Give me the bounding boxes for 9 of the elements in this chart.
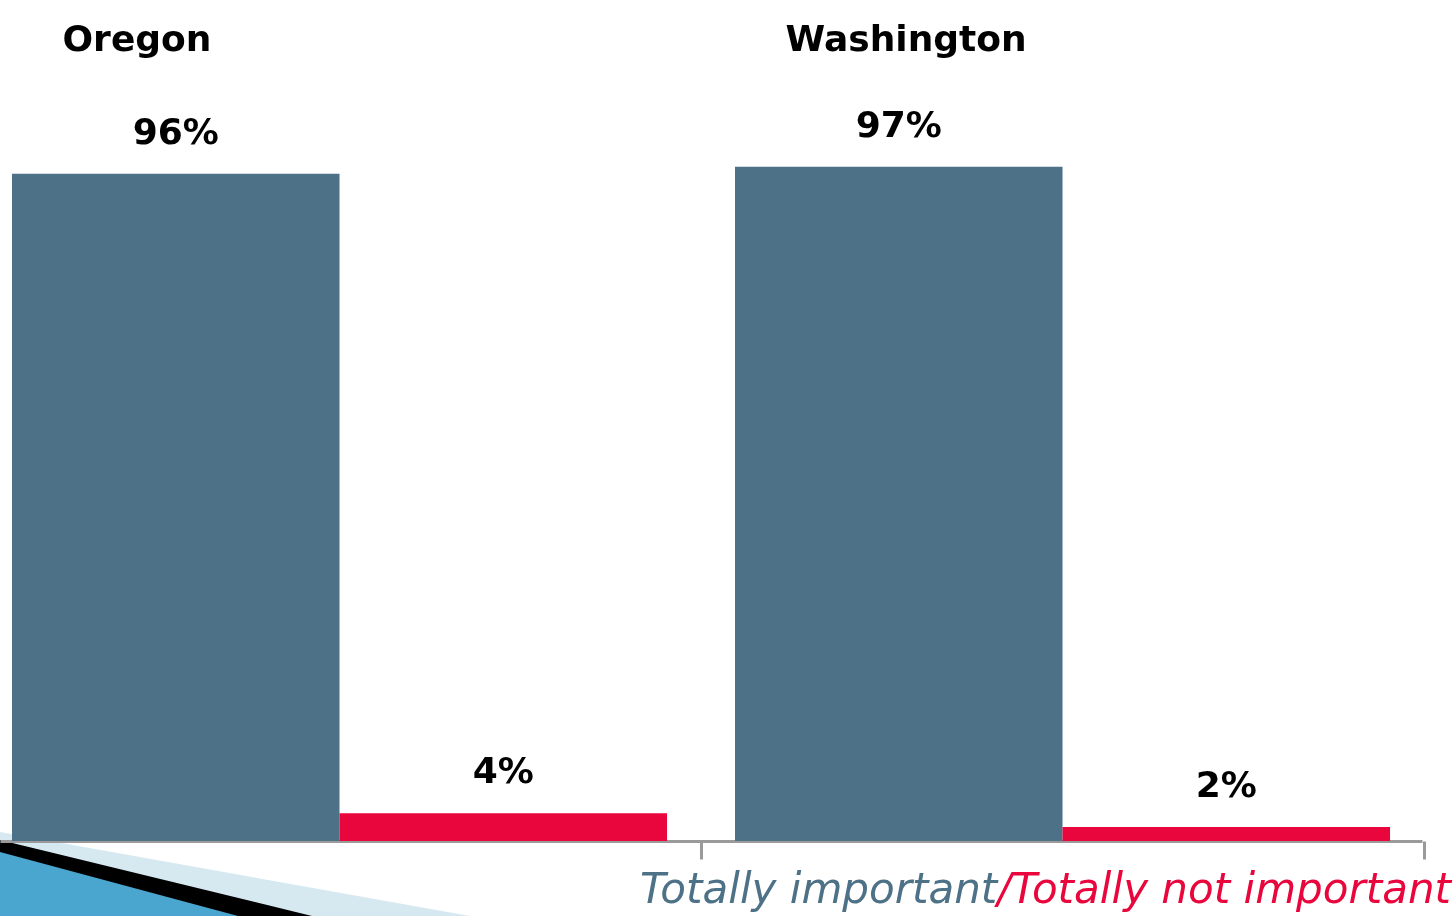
data-label: 97% (855, 103, 942, 145)
x-tick-label: Oregon (62, 17, 212, 59)
bar (339, 813, 668, 841)
x-tick-label: Washington (785, 17, 1027, 59)
bar (735, 166, 1063, 841)
data-label: 2% (1195, 764, 1257, 806)
data-label: 96% (132, 110, 219, 152)
bar (1062, 827, 1391, 841)
data-label: 4% (472, 750, 534, 792)
